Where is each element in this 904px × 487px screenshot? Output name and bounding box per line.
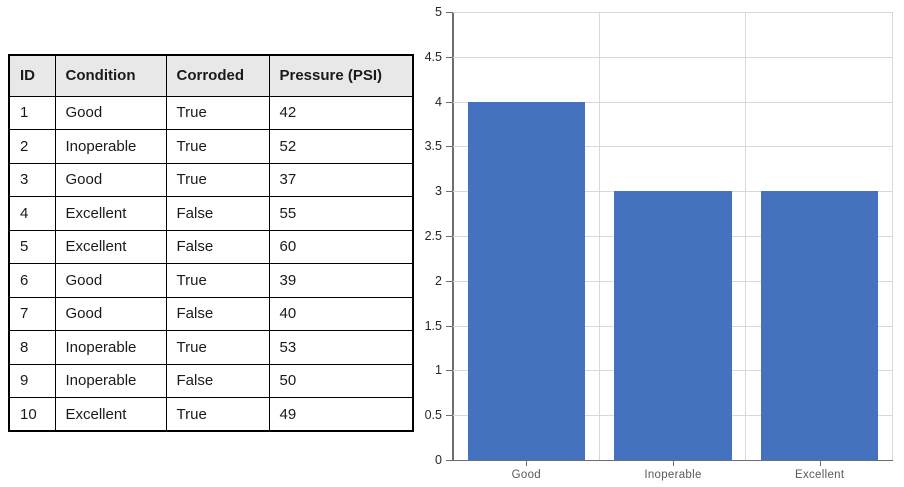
- table-row: 9 Inoperable False 50: [8, 363, 414, 398]
- table-cell: 5: [8, 229, 56, 264]
- y-tick-label: 2.5: [424, 229, 442, 243]
- table-cell: True: [165, 397, 270, 432]
- y-axis-tick: [446, 101, 452, 103]
- y-axis-tick: [446, 415, 452, 417]
- table-cell: 7: [8, 296, 56, 331]
- y-axis-tick: [446, 236, 452, 237]
- y-tick-label: 0: [435, 453, 442, 467]
- y-tick-label: 3: [435, 184, 442, 199]
- table-row: 10 Excellent True 49: [8, 397, 414, 432]
- table-cell: Good: [54, 296, 167, 331]
- y-tick-label: 1.5: [424, 318, 442, 333]
- y-axis-tick: [446, 12, 452, 13]
- y-axis-tick: [446, 56, 452, 58]
- pipe-condition-table: ID Condition Corroded Pressure (PSI) 1 Good T…: [8, 54, 414, 432]
- table-cell: Good: [54, 162, 167, 197]
- table-cell: False: [165, 196, 270, 231]
- table-cell: 3: [8, 162, 56, 197]
- horizontal-grid-line: [453, 146, 893, 148]
- table-cell: False: [165, 229, 270, 264]
- table-cell: False: [165, 363, 270, 398]
- table-cell: True: [165, 263, 270, 298]
- bar-excellent: [761, 191, 879, 460]
- table-cell: 2: [8, 129, 56, 164]
- table-cell: True: [165, 129, 270, 164]
- table-cell: 8: [8, 330, 56, 365]
- table-cell: 55: [268, 196, 414, 231]
- vertical-grid-line: [745, 12, 747, 460]
- table-cell: 39: [268, 263, 414, 298]
- column-header: ID: [8, 54, 56, 97]
- table-cell: Good: [54, 95, 167, 130]
- column-header: Condition: [54, 54, 167, 97]
- table-cell: True: [165, 330, 270, 365]
- table-row: 4 Excellent False 55: [8, 196, 414, 231]
- table-cell: 10: [8, 397, 56, 432]
- table-cell: 53: [268, 330, 414, 365]
- y-axis-tick: [446, 325, 452, 327]
- x-category-label: Inoperable: [644, 469, 702, 481]
- y-tick-label: 5: [435, 5, 442, 19]
- column-header: Pressure (PSI): [268, 54, 414, 97]
- table-cell: 50: [268, 363, 414, 398]
- y-tick-label: 1: [435, 363, 442, 378]
- table-row: 7 Good False 40: [8, 296, 414, 331]
- x-axis-tick: [526, 460, 528, 466]
- table-cell: 6: [8, 263, 56, 298]
- table-cell: Inoperable: [54, 330, 167, 365]
- x-axis-line: [446, 459, 893, 461]
- table-cell: 49: [268, 397, 414, 432]
- bar-inoperable: [614, 191, 732, 460]
- table-cell: Inoperable: [54, 129, 167, 164]
- horizontal-grid-line: [453, 56, 893, 58]
- table-row: 2 Inoperable True 52: [8, 129, 414, 164]
- table-cell: 37: [268, 162, 414, 197]
- y-tick-label: 4.5: [424, 49, 442, 64]
- y-tick-label: 3.5: [424, 139, 442, 154]
- column-header: Corroded: [165, 54, 270, 97]
- horizontal-grid-line: [453, 101, 893, 103]
- x-category-label: Excellent: [794, 469, 845, 481]
- table-cell: True: [165, 162, 270, 197]
- table-cell: False: [165, 296, 270, 331]
- table-body: 1 Good True 42 2 Inoperable True 52 3 Good True 37 4…: [8, 95, 414, 432]
- table-cell: Excellent: [54, 397, 167, 432]
- y-axis-line: [452, 12, 454, 460]
- table-cell: 1: [8, 95, 56, 130]
- y-axis-tick: [446, 460, 452, 461]
- table-cell: Excellent: [54, 229, 167, 264]
- table-header-row: ID Condition Corroded Pressure (PSI): [8, 54, 414, 97]
- table-cell: True: [165, 95, 270, 130]
- table-row: 5 Excellent False 60: [8, 229, 414, 264]
- y-axis-tick: [446, 146, 452, 148]
- table-cell: 40: [268, 296, 414, 331]
- bar-chart-plot-area: 0 0.5 1 1.5 2 2.5 3 3.5 4 4.5 5 Good Inoperable Excel…: [425, 5, 893, 481]
- table-row: 8 Inoperable True 53: [8, 330, 414, 365]
- table-cell: 4: [8, 196, 56, 231]
- bar-good: [467, 101, 585, 460]
- table-row: 3 Good True 37: [8, 162, 414, 197]
- y-tick-label: 2: [435, 273, 442, 288]
- y-axis-tick: [446, 191, 452, 193]
- y-axis-tick: [446, 370, 452, 372]
- y-tick-label: 4: [435, 94, 442, 109]
- table-cell: 9: [8, 363, 56, 398]
- table-cell: 52: [268, 129, 414, 164]
- y-tick-label: 0.5: [424, 408, 442, 423]
- table-cell: Good: [54, 263, 167, 298]
- x-category-label: Good: [511, 469, 541, 481]
- x-axis-tick: [673, 460, 674, 466]
- table-cell: Inoperable: [54, 363, 167, 398]
- table-cell: Excellent: [54, 196, 167, 231]
- x-axis-tick: [819, 460, 821, 466]
- y-axis-tick: [446, 280, 452, 282]
- horizontal-grid-line: [453, 12, 893, 13]
- table-row: 6 Good True 39: [8, 263, 414, 298]
- vertical-grid-line: [892, 12, 893, 460]
- table-cell: 42: [268, 95, 414, 130]
- table-row: 1 Good True 42: [8, 95, 414, 130]
- table-cell: 60: [268, 229, 414, 264]
- vertical-grid-line: [598, 12, 600, 460]
